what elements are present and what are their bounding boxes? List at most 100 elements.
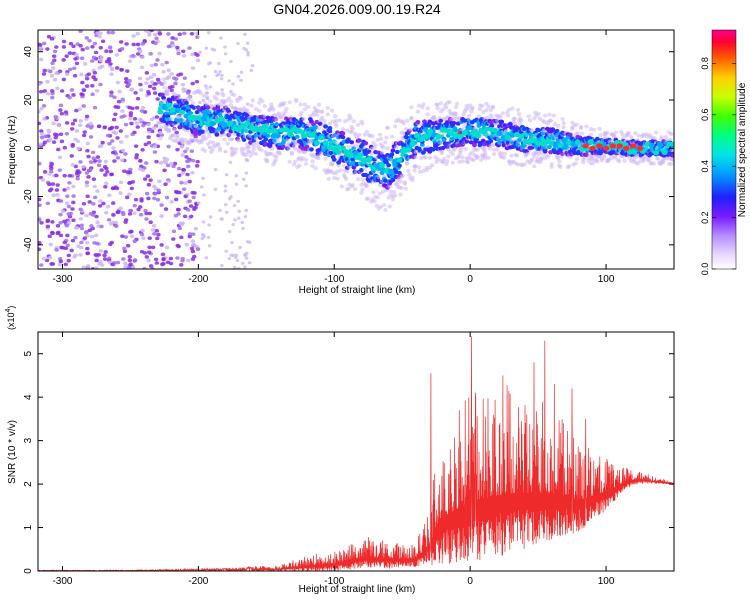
band-halo-cell [584,124,589,129]
band-halo-cell [269,102,274,107]
noise-cell [118,191,123,195]
noise-cell [112,159,117,163]
noise-cell [140,55,145,59]
noise-cell [49,89,55,93]
band-halo-cell [549,162,554,167]
noise-cell [38,197,42,202]
x-tick-label: -300 [52,274,72,285]
noise-cell [150,228,156,232]
band-halo-cell [495,147,500,152]
noise-cell [148,264,154,268]
colorbar-tick-label: 0.0 [700,263,710,276]
band-core-cell [657,142,664,148]
band-halo-cell [466,113,472,118]
noise-cell [50,61,55,65]
noise-cell [164,60,169,65]
noise-cell [38,161,42,166]
noise-cell [206,31,211,35]
noise-cell [69,88,75,92]
noise-cell [190,52,195,57]
noise-cell [72,66,77,71]
band-halo-cell [552,122,558,127]
band-halo-cell [412,168,417,173]
noise-cell [227,229,232,234]
band-core-cell [248,125,255,131]
band-halo-cell [325,105,330,110]
band-halo-cell [450,152,455,157]
noise-cell [115,136,120,140]
band-halo-cell [475,154,480,159]
noise-cell [153,82,158,86]
noise-cell [138,212,144,217]
noise-cell [125,195,130,200]
noise-cell [79,223,84,228]
noise-cell [170,84,175,89]
band-core-cell [296,128,303,134]
noise-cell [147,127,153,132]
noise-cell [192,205,197,210]
noise-cell [81,133,87,138]
band-halo-cell [398,179,403,184]
band-core-cell [479,128,486,135]
band-halo-cell [183,87,188,92]
noise-cell [97,159,102,163]
band-halo-cell [501,155,507,160]
noise-cell [57,168,62,172]
band-halo-cell [270,146,275,151]
band-cell [309,119,314,124]
noise-cell [166,179,172,183]
band-core-cell [331,146,338,152]
noise-cell [117,89,122,94]
band-halo-cell [260,99,265,104]
band-halo-cell [622,158,627,163]
band-halo-cell [325,112,330,117]
band-halo-cell [271,107,276,112]
band-halo-cell [253,136,259,141]
noise-cell [132,239,137,244]
band-halo-cell [435,106,440,111]
noise-cell [133,197,139,202]
noise-cell [118,206,123,211]
noise-cell [119,47,125,51]
band-core-cell [274,132,281,139]
noise-cell [114,186,120,191]
band-core-cell [522,138,529,144]
band-halo-cell [402,180,408,185]
band-halo-cell [427,155,433,160]
band-core-cell [518,133,525,140]
noise-cell [71,44,76,49]
noise-cell [116,210,121,214]
noise-cell [108,62,113,66]
band-halo-cell [245,108,250,113]
band-halo-cell [251,144,257,149]
noise-cell [138,117,144,122]
noise-cell [148,178,153,182]
noise-cell [232,203,237,208]
noise-cell [103,185,108,189]
band-halo-cell [264,158,270,163]
noise-cell [153,257,159,262]
band-halo-cell [203,136,209,141]
band-halo-cell [570,126,575,131]
noise-cell [110,66,115,71]
noise-cell [159,203,164,207]
band-halo-cell [435,102,440,107]
hot-spot [596,143,603,149]
noise-cell [190,158,196,163]
noise-cell [54,45,59,49]
noise-cell [126,82,132,87]
band-halo-cell [227,132,233,137]
noise-cell [127,192,132,197]
band-halo-cell [424,168,429,173]
band-cell [397,163,402,168]
noise-cell [62,145,67,150]
noise-cell [230,240,234,245]
noise-cell [61,77,67,82]
noise-cell [135,42,141,47]
noise-cell [130,265,136,269]
noise-cell [182,31,187,36]
noise-cell [220,264,224,268]
band-cell [200,129,206,134]
noise-cell [135,31,140,36]
noise-cell [49,73,55,78]
